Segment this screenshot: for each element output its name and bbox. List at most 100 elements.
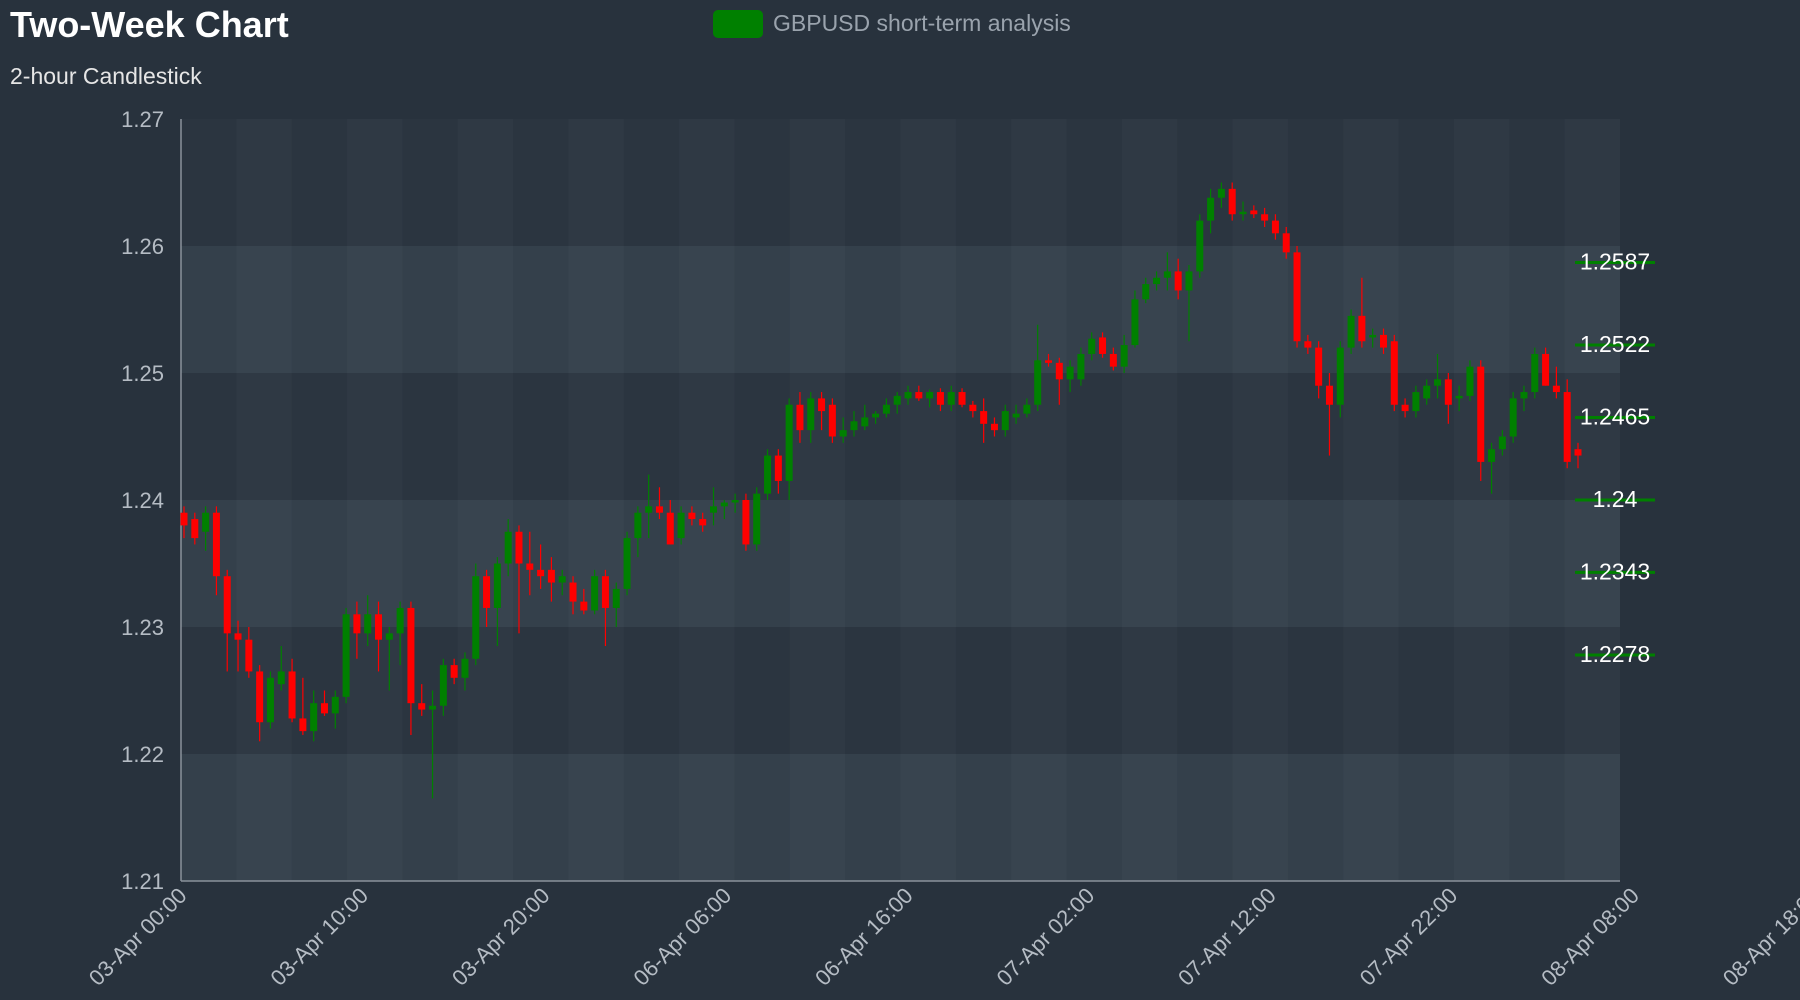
candle-body xyxy=(677,512,685,539)
candle-body xyxy=(1531,353,1539,393)
candle-body xyxy=(688,512,696,520)
candle xyxy=(666,500,674,545)
candle-body xyxy=(1239,211,1247,215)
candle-body xyxy=(774,455,782,481)
candle xyxy=(450,658,458,685)
candle-body xyxy=(202,512,210,532)
candle-body xyxy=(764,455,772,494)
candle xyxy=(493,557,501,647)
candle xyxy=(1390,334,1398,412)
candle xyxy=(212,506,220,596)
candle-body xyxy=(256,671,264,723)
candle xyxy=(504,519,512,577)
candles xyxy=(180,182,1582,799)
candle-body xyxy=(904,392,912,399)
candle xyxy=(1304,334,1312,354)
candle-body xyxy=(439,665,447,706)
candle xyxy=(1044,353,1052,367)
candle-body xyxy=(1261,214,1269,221)
candle xyxy=(1271,214,1279,240)
level-marker: 1.2465 xyxy=(1575,403,1655,429)
candle xyxy=(1207,188,1215,234)
candle-body xyxy=(1131,299,1139,346)
candle-body xyxy=(1444,379,1452,405)
candle xyxy=(688,506,696,526)
candle xyxy=(1369,328,1377,348)
candle xyxy=(1293,246,1301,348)
candle xyxy=(1412,385,1420,418)
level-marker: 1.2278 xyxy=(1575,641,1655,667)
plot-stripe xyxy=(1454,119,1509,881)
plot-band xyxy=(181,373,1620,500)
candle-body xyxy=(558,576,566,583)
candle xyxy=(245,627,253,678)
candle-body xyxy=(1142,284,1150,300)
candle-body xyxy=(1034,360,1042,405)
candle-body xyxy=(1401,404,1409,412)
candle xyxy=(1109,347,1117,371)
candle xyxy=(1531,347,1539,399)
candle xyxy=(1574,442,1582,469)
candle-body xyxy=(1498,436,1506,450)
candle-body xyxy=(591,576,599,611)
y-tick-label: 1.21 xyxy=(121,869,164,894)
candle-body xyxy=(818,398,826,412)
candle-body xyxy=(288,671,296,719)
candle-body xyxy=(526,563,534,570)
candle-body xyxy=(1358,315,1366,342)
legend[interactable]: GBPUSD short-term analysis xyxy=(713,10,1071,38)
candle-body xyxy=(872,413,880,418)
candle xyxy=(429,690,437,799)
candle xyxy=(461,652,469,691)
candle xyxy=(547,557,555,602)
candle xyxy=(882,398,890,418)
candle xyxy=(569,576,577,615)
candle xyxy=(407,601,415,735)
candle xyxy=(1012,404,1020,424)
candle xyxy=(645,474,653,539)
candle xyxy=(288,658,296,723)
candle xyxy=(353,601,361,659)
candle xyxy=(1498,430,1506,456)
candle-body xyxy=(234,633,242,640)
candle xyxy=(180,506,188,539)
candle-body xyxy=(310,703,318,732)
candle-body xyxy=(1455,395,1463,399)
candle xyxy=(1066,360,1074,393)
candle xyxy=(396,601,404,666)
candle-body xyxy=(472,576,480,659)
candle-body xyxy=(1369,334,1377,338)
candle xyxy=(375,601,383,672)
candle-body xyxy=(1390,341,1398,405)
candle-body xyxy=(666,512,674,545)
candle xyxy=(1434,353,1442,399)
candle-body xyxy=(1552,385,1560,393)
x-axis: 03-Apr 00:00 03-Apr 10:00 03-Apr 20:00 06-A… xyxy=(84,880,1800,990)
candle-body xyxy=(1336,347,1344,405)
candle xyxy=(710,487,718,526)
candle xyxy=(1401,398,1409,418)
candle-body xyxy=(1012,413,1020,418)
candle-body xyxy=(418,703,426,710)
candle xyxy=(774,449,782,494)
y-tick-label: 1.27 xyxy=(121,107,164,132)
candle-body xyxy=(720,502,728,507)
candle-body xyxy=(277,671,285,685)
candle-body xyxy=(504,531,512,564)
candle xyxy=(980,398,988,443)
candle-body xyxy=(191,519,199,539)
candle xyxy=(1477,360,1485,481)
candle-body xyxy=(796,404,804,431)
candle xyxy=(1077,347,1085,386)
plot-stripe xyxy=(347,119,402,881)
candle xyxy=(1315,341,1323,399)
candle xyxy=(526,531,534,596)
plot-band xyxy=(181,627,1620,754)
candle-body xyxy=(1120,345,1128,367)
candle-body xyxy=(1185,271,1193,291)
candle xyxy=(299,677,307,735)
candle-body xyxy=(1228,188,1236,215)
candle xyxy=(310,690,318,742)
candle xyxy=(861,404,869,431)
candle xyxy=(612,582,620,627)
